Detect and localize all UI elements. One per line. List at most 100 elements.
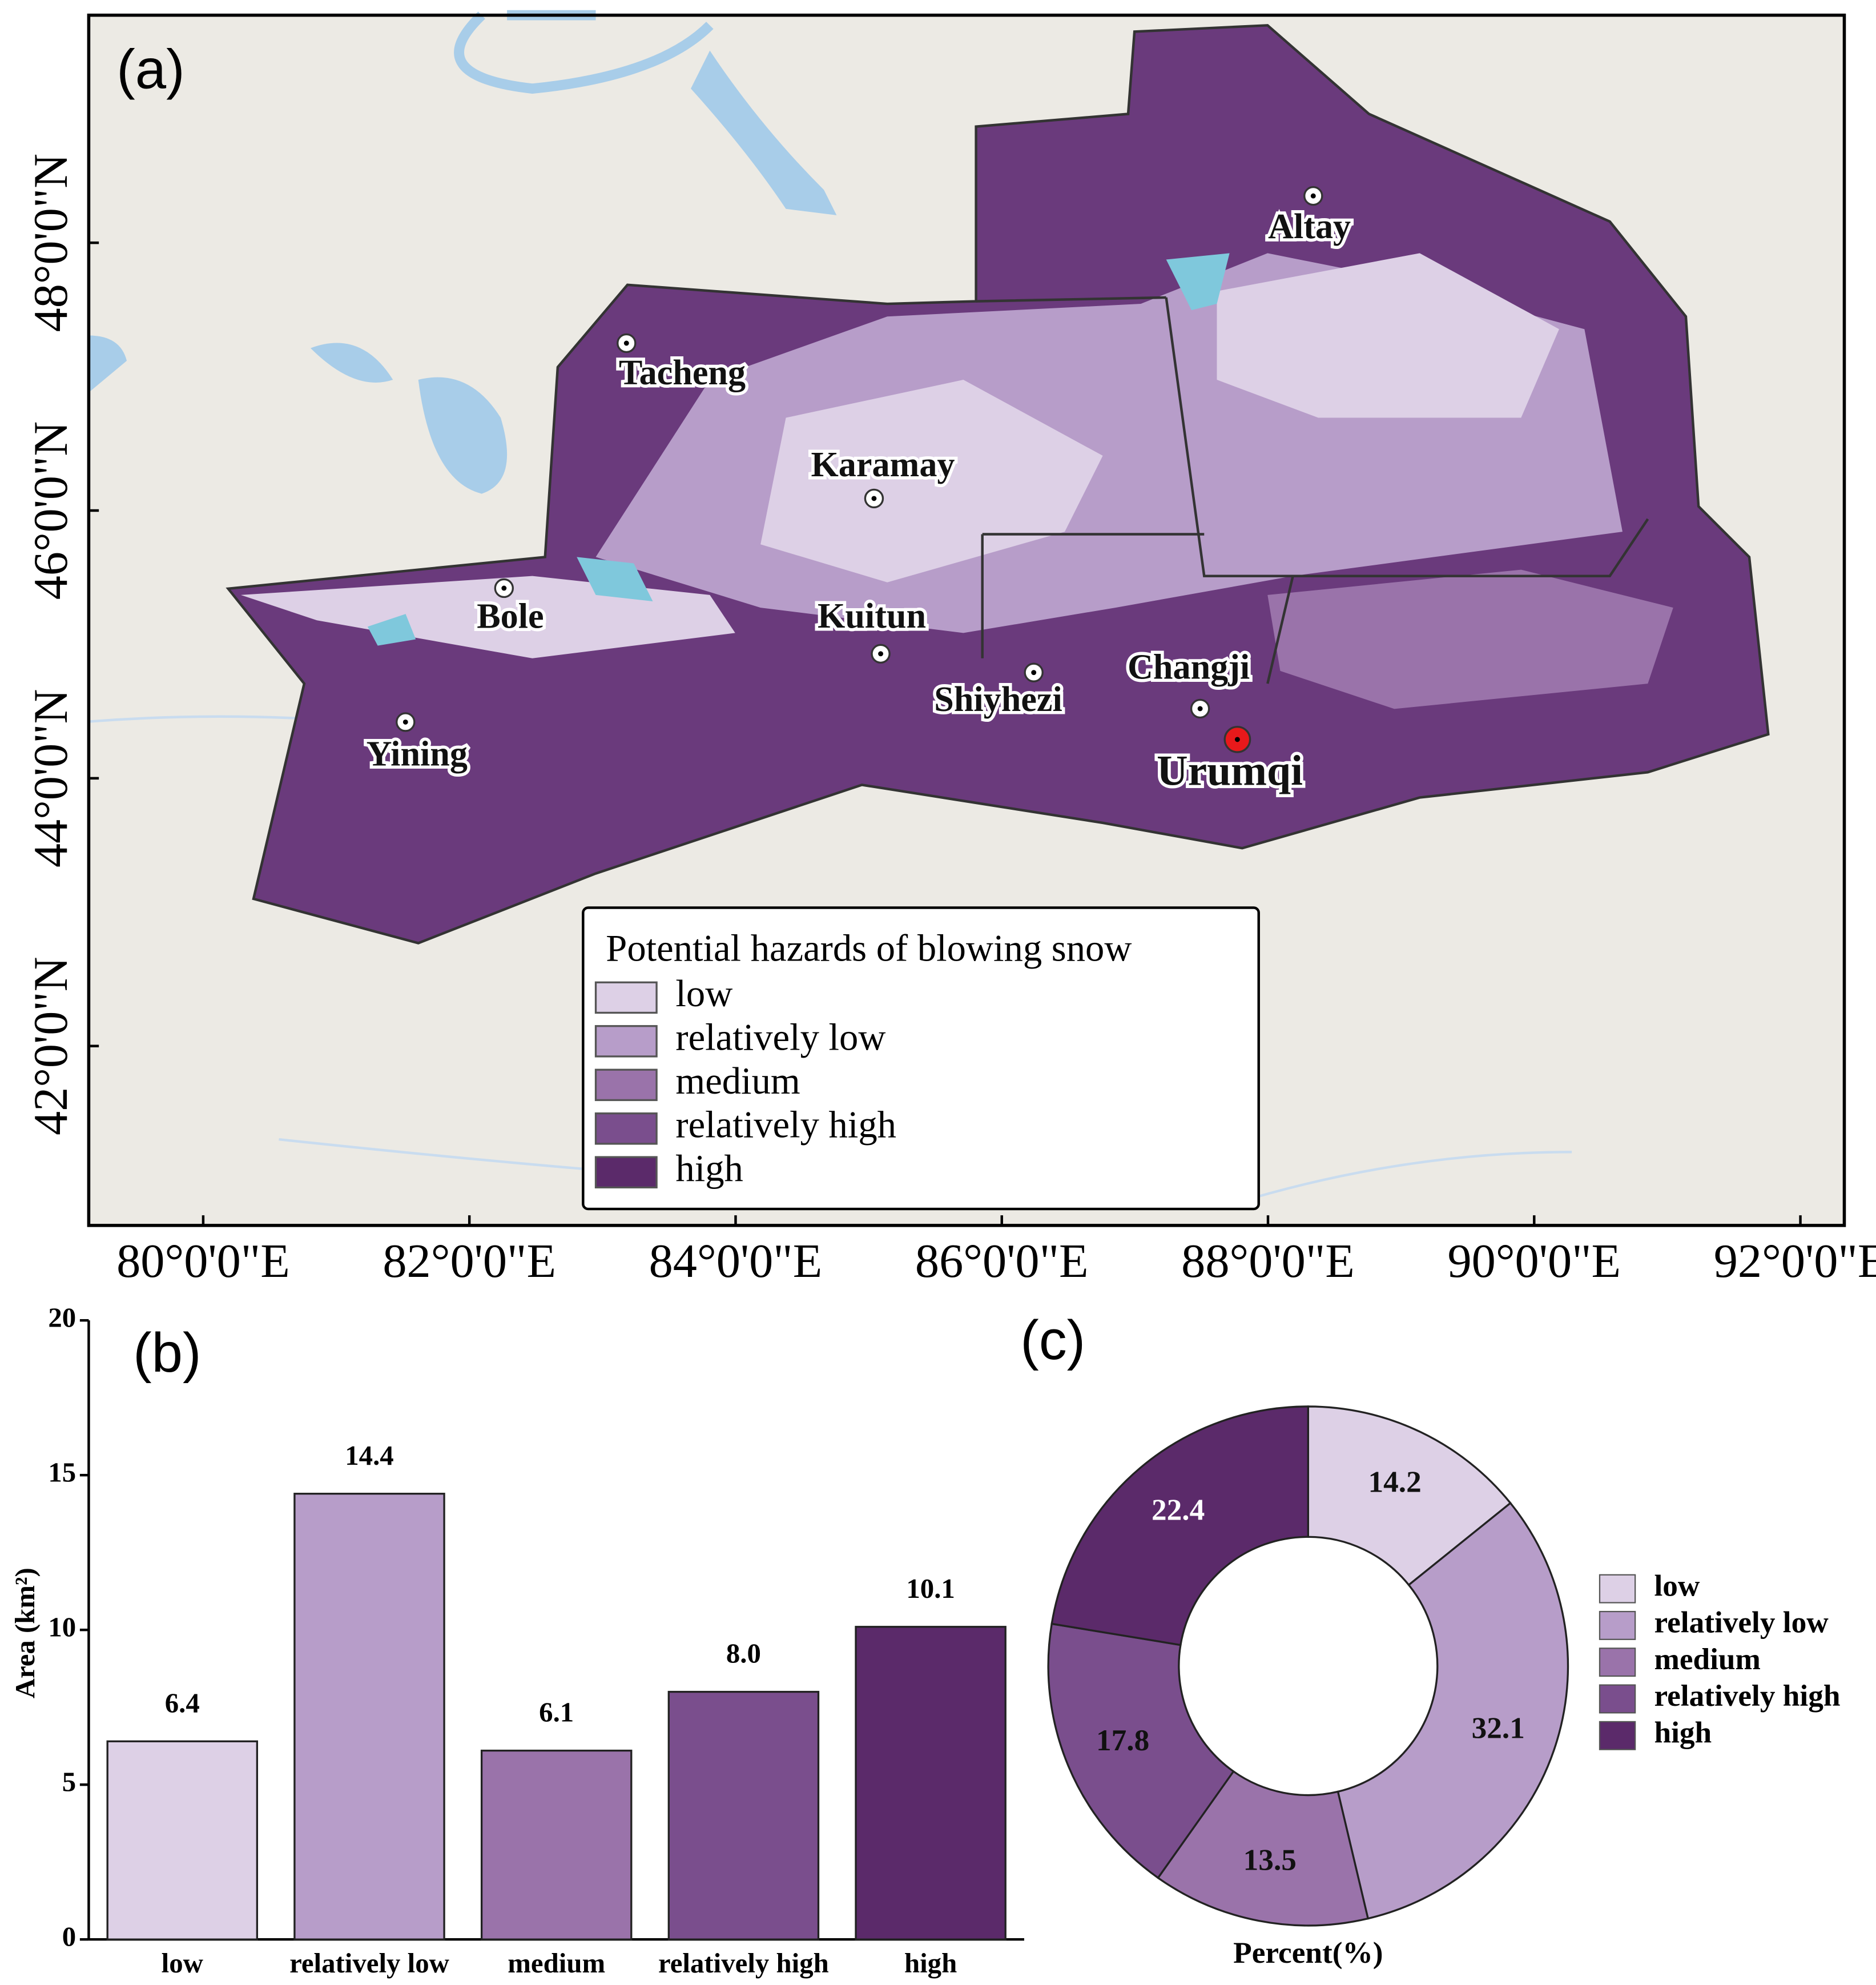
slice-label: 17.8 bbox=[1096, 1723, 1149, 1757]
lake bbox=[577, 557, 653, 601]
y-tick-label: 0 bbox=[62, 1921, 76, 1952]
y-tick-label: 48°0'0"N bbox=[25, 154, 78, 332]
pie-slice bbox=[1336, 1501, 1569, 1920]
value-label: 8.0 bbox=[726, 1638, 761, 1669]
x-tick-label: 92°0'0"E bbox=[1714, 1235, 1876, 1288]
legend-swatch bbox=[594, 981, 658, 1014]
x-tick-label: relatively low bbox=[289, 1948, 449, 1979]
x-tick-label: 86°0'0"E bbox=[915, 1235, 1089, 1288]
x-tick-label: 82°0'0"E bbox=[383, 1235, 556, 1288]
city-label: Yining bbox=[367, 735, 468, 774]
slice-label: 32.1 bbox=[1472, 1711, 1525, 1745]
city-label: Shiyhezi bbox=[934, 680, 1062, 719]
region-zone bbox=[760, 380, 1103, 582]
city-dot bbox=[1310, 193, 1316, 199]
legend-swatch bbox=[1599, 1648, 1636, 1677]
x-axis-label: Percent(%) bbox=[1233, 1936, 1383, 1970]
lake bbox=[367, 614, 416, 646]
lake bbox=[1166, 253, 1230, 311]
value-label: 14.4 bbox=[345, 1440, 393, 1471]
panel-label: (b) bbox=[133, 1321, 201, 1384]
x-tick-label: high bbox=[904, 1948, 957, 1979]
bar bbox=[106, 1740, 259, 1940]
x-tick-label: 88°0'0"E bbox=[1181, 1235, 1355, 1288]
panel-label: (c) bbox=[1020, 1309, 1085, 1371]
legend-swatch bbox=[1599, 1721, 1636, 1750]
city-label: Altay bbox=[1268, 207, 1351, 246]
city-dot bbox=[871, 496, 877, 501]
legend-swatch bbox=[1599, 1574, 1636, 1604]
pie-slice bbox=[1047, 1622, 1235, 1879]
city-label: Karamay bbox=[811, 445, 955, 484]
city-label: Kuitun bbox=[818, 597, 926, 636]
city-dot bbox=[1234, 737, 1240, 742]
y-tick-label: 44°0'0"N bbox=[25, 689, 78, 868]
legend-label: relatively high bbox=[675, 1104, 896, 1146]
region-zone bbox=[1267, 569, 1673, 709]
legend-label: high bbox=[675, 1148, 743, 1190]
map-legend-title: Potential hazards of blowing snow bbox=[606, 927, 1132, 969]
legend-swatch bbox=[594, 1156, 658, 1189]
lake bbox=[88, 335, 127, 393]
city-label: Changji bbox=[1128, 648, 1250, 687]
bar bbox=[855, 1626, 1007, 1940]
y-tick-label: 15 bbox=[48, 1457, 76, 1488]
y-tick-label: 5 bbox=[62, 1766, 76, 1797]
city-label: Bole bbox=[477, 597, 544, 636]
legend-swatch bbox=[594, 1112, 658, 1145]
legend-swatch bbox=[1599, 1610, 1636, 1640]
legend-label: medium bbox=[675, 1060, 800, 1102]
legend-swatch bbox=[594, 1025, 658, 1058]
legend-label: relatively low bbox=[1654, 1606, 1829, 1640]
pie-slice bbox=[1157, 1770, 1370, 1927]
y-tick-label: 46°0'0"N bbox=[25, 421, 78, 600]
value-label: 6.1 bbox=[539, 1697, 574, 1728]
y-tick-label: 10 bbox=[48, 1612, 76, 1642]
slice-label: 22.4 bbox=[1152, 1493, 1205, 1527]
lake bbox=[418, 377, 508, 494]
legend-label: high bbox=[1654, 1716, 1712, 1750]
legend-label: relatively low bbox=[675, 1017, 885, 1059]
city-dot bbox=[501, 585, 507, 591]
legend-swatch bbox=[594, 1068, 658, 1102]
city-dot bbox=[1197, 706, 1203, 712]
legend-swatch bbox=[1599, 1684, 1636, 1714]
city-label: Urumqi bbox=[1157, 747, 1303, 794]
y-tick-label: 42°0'0"N bbox=[25, 957, 78, 1135]
bar bbox=[480, 1749, 633, 1940]
city-label: Tacheng bbox=[619, 353, 746, 392]
y-axis-label: Area (km²) bbox=[10, 1568, 41, 1698]
city-dot bbox=[878, 651, 884, 657]
legend-label: low bbox=[675, 973, 732, 1015]
pie-slice bbox=[1050, 1405, 1309, 1646]
x-tick-label: 84°0'0"E bbox=[649, 1235, 823, 1288]
value-label: 10.1 bbox=[906, 1573, 955, 1604]
bar bbox=[667, 1690, 820, 1940]
legend-label: low bbox=[1654, 1569, 1700, 1602]
map-legend-box bbox=[582, 906, 1260, 1211]
map-frame bbox=[87, 13, 1846, 1227]
panel-label: (a) bbox=[116, 38, 184, 100]
y-tick-label: 20 bbox=[48, 1302, 76, 1333]
x-tick-label: 90°0'0"E bbox=[1447, 1235, 1621, 1288]
legend-label: medium bbox=[1654, 1642, 1760, 1676]
region-zone bbox=[1217, 253, 1559, 418]
value-label: 6.4 bbox=[165, 1687, 200, 1718]
lake bbox=[691, 50, 837, 215]
city-dot bbox=[402, 719, 408, 725]
x-tick-label: low bbox=[162, 1948, 203, 1979]
boundary bbox=[976, 296, 1649, 684]
city-dot bbox=[1031, 670, 1037, 676]
city-dot bbox=[623, 340, 629, 346]
slice-label: 14.2 bbox=[1368, 1465, 1422, 1499]
x-tick-label: 80°0'0"E bbox=[116, 1235, 290, 1288]
x-tick-label: medium bbox=[508, 1948, 605, 1979]
pie-slice bbox=[1307, 1405, 1512, 1586]
lake bbox=[310, 343, 393, 383]
x-tick-label: relatively high bbox=[658, 1948, 829, 1979]
slice-label: 13.5 bbox=[1243, 1843, 1297, 1877]
bar bbox=[293, 1493, 445, 1940]
legend-label: relatively high bbox=[1654, 1679, 1840, 1713]
